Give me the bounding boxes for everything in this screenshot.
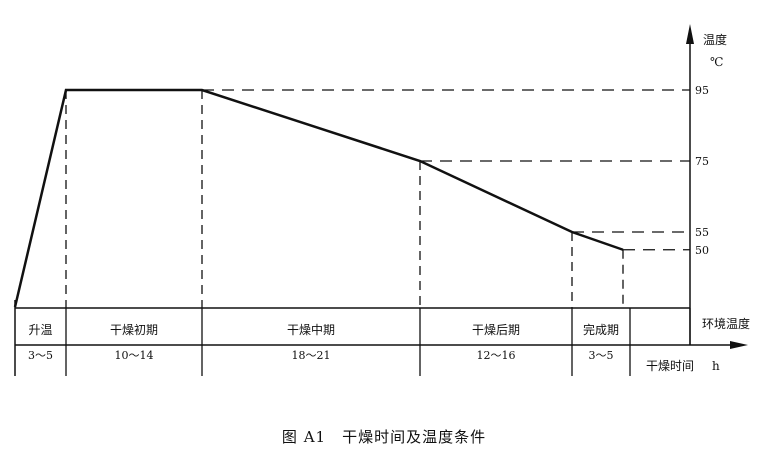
- x-axis-unit: h: [712, 359, 720, 373]
- stage-duration: 12～16: [477, 349, 516, 362]
- y-tick-label: 95: [695, 84, 709, 97]
- stage-duration: 3～5: [28, 349, 53, 362]
- ambient-label: 环境温度: [702, 316, 750, 331]
- y-tick-label: 75: [695, 155, 709, 168]
- stage-name: 干燥初期: [110, 323, 158, 337]
- stage-name: 干燥中期: [287, 322, 335, 337]
- stage-duration: 18～21: [292, 349, 331, 362]
- y-axis-arrow: [686, 24, 694, 44]
- y-tick-label: 55: [695, 226, 709, 239]
- temperature-curve: [13, 88, 624, 308]
- y-tick-label: 50: [695, 244, 709, 257]
- stage-name: 升温: [28, 323, 52, 337]
- stage-name: 干燥后期: [472, 323, 520, 337]
- stage-table: 升温 3～5 干燥初期 10～14 干燥中期 18～21 干燥后期 12～16 完成期 3～5: [28, 308, 691, 376]
- stage-duration: 10～14: [115, 349, 154, 362]
- stage-name: 完成期: [583, 322, 619, 337]
- axes: [14, 24, 748, 376]
- guide-lines: 95 75 55 50: [65, 84, 709, 308]
- stage-duration: 3～5: [589, 349, 614, 362]
- y-axis-unit: ℃: [710, 55, 723, 69]
- x-axis-label: 干燥时间: [646, 359, 694, 373]
- x-axis-arrow: [730, 341, 748, 349]
- figure-caption: 图 A1 干燥时间及温度条件: [281, 428, 487, 446]
- y-axis-label: 温度: [703, 32, 727, 47]
